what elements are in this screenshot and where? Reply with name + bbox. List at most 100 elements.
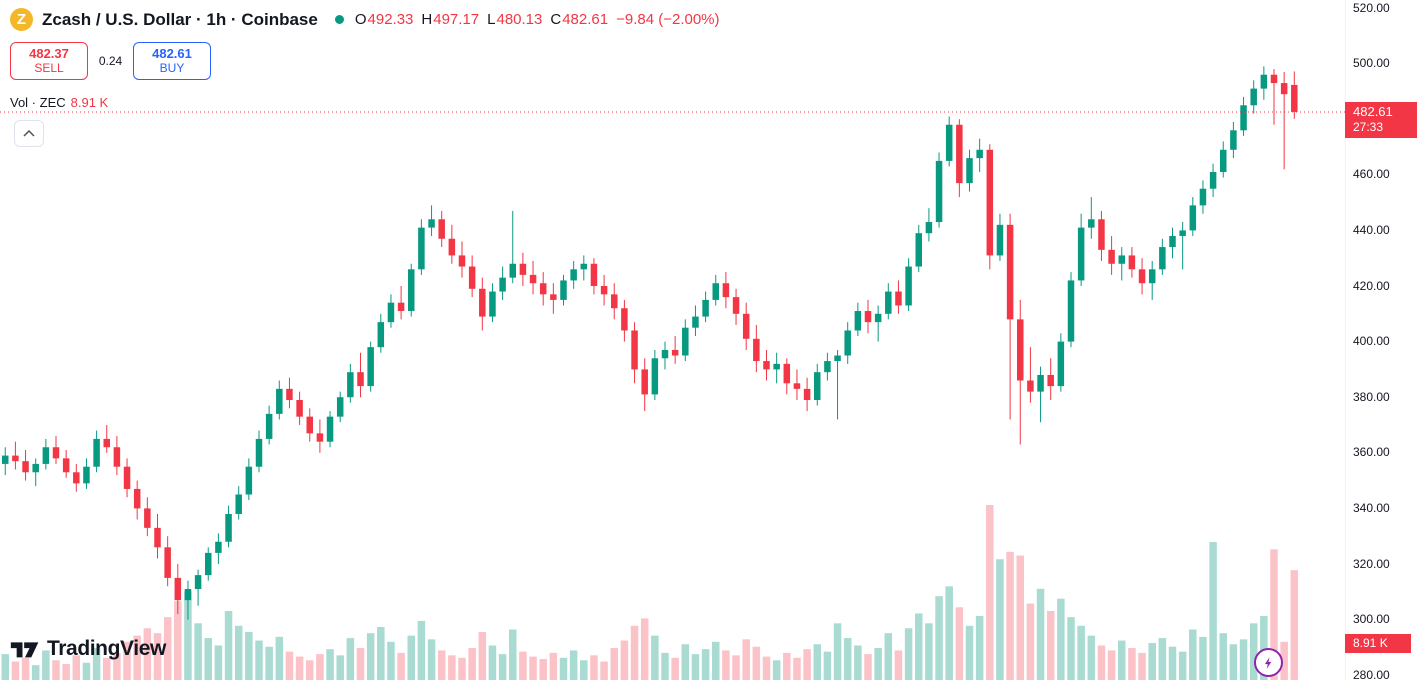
volume-bar (590, 655, 598, 680)
volume-bar (884, 633, 893, 680)
volume-bar (1087, 635, 1096, 680)
volume-bar (742, 639, 750, 680)
volume-bar (366, 633, 375, 680)
volume-bar (285, 651, 294, 680)
volume-bar (793, 657, 801, 680)
boost-button[interactable] (1254, 648, 1283, 677)
volume-bar (539, 659, 547, 680)
low-value: 480.13 (496, 11, 543, 28)
trade-panel: 482.37 SELL 0.24 482.61 BUY (10, 42, 211, 80)
candle (215, 533, 222, 564)
volume-bar (1057, 598, 1065, 680)
volume-bar (103, 657, 111, 680)
candle (336, 391, 344, 423)
candle (103, 425, 110, 453)
candle (479, 277, 486, 331)
candle (408, 263, 415, 317)
volume-bar (356, 647, 365, 680)
candle (306, 408, 313, 442)
candle (144, 497, 151, 537)
volume-bar (21, 657, 30, 680)
volume-bar (478, 631, 487, 680)
market-status-icon[interactable] (334, 15, 344, 24)
candle (864, 299, 872, 334)
candle (83, 458, 90, 489)
volume-bar (580, 660, 588, 680)
candle (1280, 71, 1288, 170)
candle (641, 358, 648, 412)
collapse-legend-button[interactable] (14, 120, 44, 147)
candle (93, 430, 100, 473)
volume-bar (925, 623, 933, 680)
candle (357, 352, 364, 398)
volume-bar (935, 596, 943, 680)
tradingview-mark-icon (10, 642, 39, 658)
volume-bar (874, 647, 882, 680)
candle (499, 266, 506, 300)
symbol-title[interactable]: Zcash / U.S. Dollar · 1h · Coinbase (42, 9, 318, 29)
candle (387, 294, 395, 328)
candle (915, 224, 922, 273)
candle (194, 569, 202, 606)
price-tick: 420.00 (1353, 278, 1390, 293)
volume-bar (397, 652, 405, 680)
candle (854, 302, 862, 337)
volume-bar (52, 660, 60, 680)
candle (895, 280, 902, 314)
candle (702, 291, 709, 323)
chart-canvas[interactable] (0, 0, 1345, 680)
candle (276, 380, 283, 420)
candle (519, 252, 527, 286)
volume-bar (1077, 625, 1085, 680)
candle (428, 205, 435, 236)
price-tick: 400.00 (1353, 334, 1390, 349)
candle (509, 210, 516, 284)
candle (154, 513, 161, 559)
candle (184, 580, 192, 620)
candle (803, 377, 811, 412)
volume-bar (519, 651, 527, 680)
candle (935, 152, 943, 228)
volume-bar (904, 628, 913, 680)
tradingview-logo[interactable]: TradingView (10, 637, 166, 661)
buy-price: 482.61 (152, 45, 192, 61)
volume-bar (92, 647, 101, 680)
volume-bar (630, 625, 639, 680)
volume-bar (1, 654, 9, 680)
price-tick: 320.00 (1353, 556, 1390, 571)
candle (1240, 96, 1247, 136)
candle (1128, 247, 1136, 278)
volume-bar (823, 651, 832, 680)
volume-bar (640, 618, 649, 680)
candle (661, 341, 669, 370)
buy-button[interactable]: 482.61 BUY (133, 42, 211, 80)
volume-bar (468, 647, 476, 680)
volume-bar (701, 649, 710, 680)
candle (722, 272, 730, 309)
candle (62, 450, 70, 478)
volume-bar (255, 640, 263, 680)
volume-bar (224, 610, 233, 680)
volume-bar (986, 505, 994, 680)
candle (1118, 247, 1125, 281)
candle (1037, 366, 1044, 423)
candle (529, 260, 537, 295)
volume-bar (803, 649, 811, 680)
candle (539, 272, 547, 306)
sell-button[interactable]: 482.37 SELL (10, 42, 88, 80)
candle (225, 505, 232, 548)
volume-bar (671, 657, 679, 680)
volume-bar (1016, 555, 1024, 680)
price-tick: 440.00 (1353, 222, 1390, 237)
lightning-icon (1264, 656, 1271, 669)
candle (1220, 141, 1227, 178)
candle (631, 322, 638, 384)
candle (468, 255, 476, 298)
volume-label: Vol · ZEC (10, 95, 66, 110)
volume-bar (1107, 650, 1116, 680)
volume-bar (620, 640, 629, 680)
volume-bar (732, 655, 740, 680)
volume-bar (1199, 636, 1207, 680)
candle (580, 255, 588, 281)
candle (113, 436, 121, 476)
